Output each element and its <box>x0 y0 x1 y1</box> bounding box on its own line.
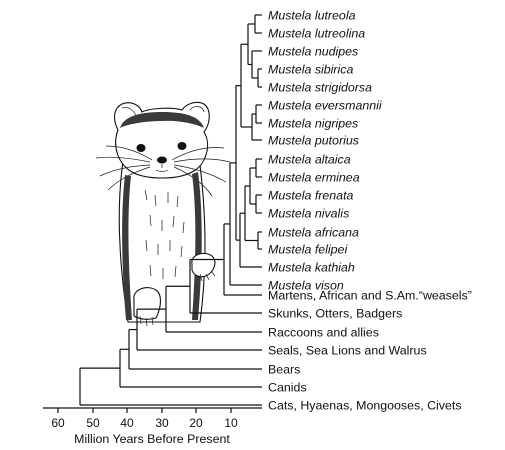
taxon-label: Martens, African and S.Am.“weasels” <box>268 289 472 303</box>
nose <box>157 156 167 164</box>
fur-shading <box>120 112 204 320</box>
axis-tick-label: 60 <box>51 416 65 430</box>
taxon-label: Mustela felipei <box>268 243 348 257</box>
ear-left <box>121 107 137 117</box>
taxon-label: Cats, Hyaenas, Mongooses, Civets <box>268 399 462 413</box>
taxon-label: Seals, Sea Lions and Walrus <box>268 344 427 358</box>
axis-title: Million Years Before Present <box>74 432 230 446</box>
time-axis: 60 50 40 30 20 10 Million Years Before Presen… <box>43 407 262 446</box>
paw-right <box>191 252 216 278</box>
axis-ticks: 60 50 40 30 20 10 <box>51 408 238 430</box>
claws-right <box>199 270 216 282</box>
whiskers <box>95 145 231 197</box>
taxon-label: Mustela strigidorsa <box>268 81 372 95</box>
taxon-label: Mustela kathiah <box>268 261 355 275</box>
weasel-illustration <box>95 101 231 327</box>
paw-left <box>133 287 162 320</box>
taxon-label: Mustela lutreolina <box>268 27 365 41</box>
axis-tick-label: 30 <box>155 416 169 430</box>
taxon-label: Mustela africana <box>268 226 359 240</box>
taxon-label: Skunks, Otters, Badgers <box>268 307 402 321</box>
taxon-label: Mustela vison <box>268 279 344 293</box>
axis-tick-label: 10 <box>224 416 238 430</box>
weasel-body <box>118 149 206 323</box>
taxon-label: Bears <box>268 363 300 377</box>
taxon-label: Mustela nigripes <box>268 117 358 131</box>
chest-fur <box>144 189 185 279</box>
taxon-label: Mustela frenata <box>268 189 354 203</box>
mouth <box>155 164 169 172</box>
axis-tick-label: 40 <box>120 416 134 430</box>
taxon-label: Mustela putorius <box>268 134 359 148</box>
taxon-label: Mustela sibirica <box>268 63 353 77</box>
axis-tick-label: 20 <box>189 416 203 430</box>
eye-right <box>177 142 187 150</box>
taxon-label: Mustela nudipes <box>268 45 358 59</box>
taxon-label: Canids <box>268 381 307 395</box>
taxon-label: Mustela nivalis <box>268 207 349 221</box>
ear-right <box>189 106 205 113</box>
taxon-label: Mustela erminea <box>268 171 360 185</box>
claws-left <box>139 315 154 327</box>
taxon-labels: Mustela lutreola Mustela lutreolina Mustel… <box>268 9 472 413</box>
taxon-label: Mustela eversmannii <box>268 99 383 113</box>
taxon-label: Mustela lutreola <box>268 9 356 23</box>
eye-left <box>136 144 146 152</box>
tree-branches <box>79 14 262 406</box>
taxon-label: Raccoons and allies <box>268 326 379 340</box>
axis-tick-label: 50 <box>86 416 100 430</box>
taxon-label: Mustela altaica <box>268 153 351 167</box>
